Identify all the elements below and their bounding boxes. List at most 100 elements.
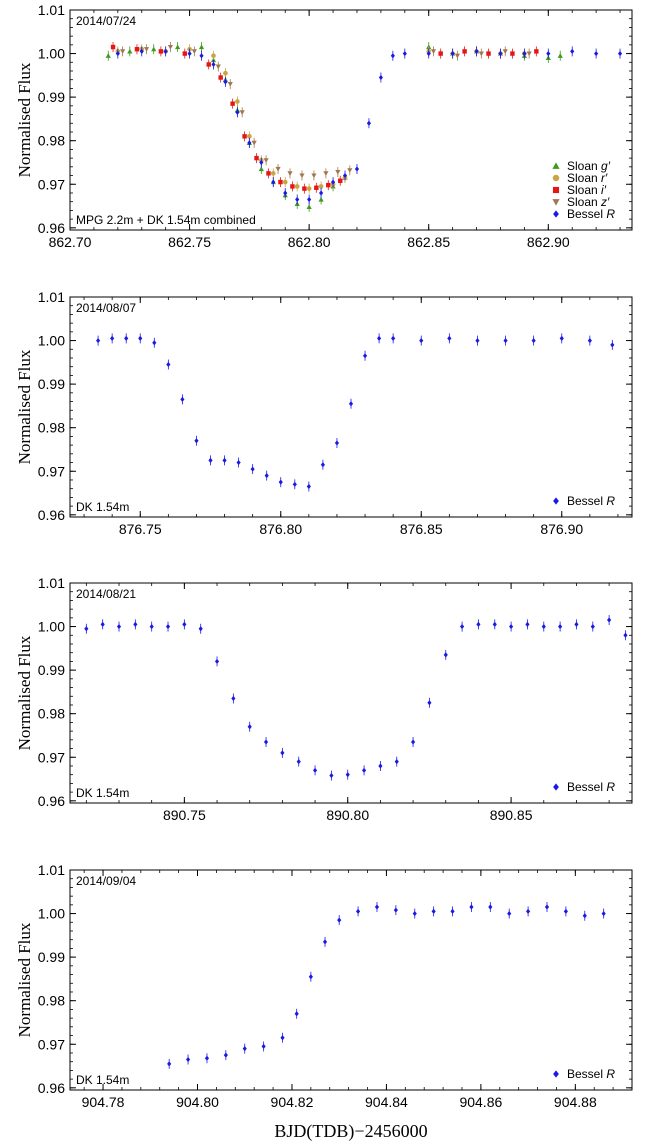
data-point — [390, 53, 395, 59]
legend-label: Sloan i′ — [567, 183, 607, 197]
data-point — [227, 81, 233, 87]
data-point — [335, 169, 341, 175]
data-point — [450, 908, 455, 914]
data-point — [563, 908, 568, 914]
light-curve-panel: 0.96 0.97 0.98 0.99 1.00 1.01 862.70 862.75 862.… — [15, 2, 633, 250]
data-point — [139, 48, 144, 54]
x-tick-label: 890.80 — [326, 807, 369, 823]
x-tick-label: 904.84 — [365, 1094, 408, 1110]
data-point — [278, 479, 283, 485]
panel-date: 2014/09/04 — [76, 874, 136, 888]
data-point — [427, 700, 432, 706]
data-point — [235, 99, 240, 104]
data-point — [194, 438, 199, 444]
y-tick-label: 1.00 — [38, 333, 65, 349]
data-point — [374, 904, 380, 910]
y-tick-label: 0.97 — [38, 463, 65, 479]
legend-label: Bessel R — [567, 494, 615, 508]
data-point — [166, 361, 171, 368]
data-point — [443, 652, 448, 658]
x-tick-label: 890.75 — [163, 807, 206, 823]
x-tick-label: 890.85 — [490, 807, 533, 823]
data-point — [354, 166, 360, 172]
legend-label-filter: g′ — [601, 159, 611, 173]
y-tick-label: 0.98 — [38, 706, 65, 722]
data-point — [438, 51, 443, 56]
data-point — [320, 462, 325, 468]
data-point — [208, 457, 213, 463]
data-point — [314, 185, 319, 190]
y-tick-label: 0.97 — [38, 1036, 65, 1052]
data-point — [187, 50, 192, 57]
data-point — [393, 907, 398, 913]
data-point — [391, 335, 396, 341]
plot-frame — [69, 582, 633, 804]
legend-marker — [553, 783, 559, 791]
data-point — [402, 50, 407, 57]
data-point — [378, 74, 383, 81]
legend-label: Bessel R — [567, 780, 615, 794]
data-point — [557, 53, 563, 58]
data-point — [478, 51, 484, 57]
data-point — [474, 48, 479, 54]
data-point — [143, 47, 150, 52]
legend-label-filter: i′ — [601, 183, 607, 197]
data-point — [163, 48, 168, 54]
x-tick-label: 904.86 — [459, 1094, 502, 1110]
y-tick-label: 0.99 — [38, 662, 65, 678]
data-point — [534, 49, 539, 54]
data-point — [182, 51, 188, 56]
data-point — [287, 171, 293, 176]
data-point — [198, 626, 203, 632]
data-point — [454, 53, 461, 59]
data-point — [377, 335, 382, 341]
data-point — [546, 50, 551, 57]
data-point — [152, 340, 157, 346]
y-tick-label: 1.01 — [38, 862, 65, 878]
data-point — [263, 158, 269, 163]
data-point — [330, 179, 336, 185]
y-tick-label: 1.01 — [38, 289, 65, 305]
data-point — [503, 337, 508, 344]
legend-marker — [553, 210, 559, 218]
data-point — [507, 910, 512, 917]
data-point — [116, 623, 122, 630]
data-point — [601, 910, 606, 917]
data-point — [318, 184, 324, 189]
plot-frame — [69, 9, 633, 231]
data-point — [149, 623, 154, 630]
legend-label: Sloan z′ — [567, 195, 610, 209]
data-point — [510, 51, 515, 56]
plot-frame — [69, 869, 633, 1091]
y-axis-title: Normalised Flux — [15, 62, 34, 177]
data-point — [247, 724, 252, 730]
y-tick-label: 0.96 — [38, 220, 65, 236]
legend-label-filter: R — [606, 207, 615, 221]
data-point — [199, 53, 204, 59]
data-point — [280, 750, 285, 756]
data-point — [558, 623, 563, 630]
data-point — [138, 335, 143, 341]
x-tick-label: 876.80 — [259, 521, 302, 537]
y-tick-label: 0.98 — [38, 993, 65, 1009]
legend-label-filter: R — [606, 494, 615, 508]
y-tick-label: 1.00 — [38, 46, 65, 62]
legend-label-name: Bessel — [567, 207, 606, 221]
data-point — [296, 759, 301, 765]
data-point — [306, 186, 312, 191]
data-point — [271, 179, 276, 185]
data-point — [84, 626, 89, 632]
data-point — [299, 173, 305, 179]
data-point — [570, 48, 575, 54]
y-tick-label: 0.96 — [38, 793, 65, 809]
data-point — [559, 335, 564, 341]
legend-marker — [552, 186, 560, 194]
legend-label-name: Sloan — [567, 159, 601, 173]
data-point — [526, 51, 532, 57]
data-point — [167, 1061, 172, 1067]
legend-label-filter: r′ — [601, 171, 608, 185]
data-point — [345, 772, 350, 778]
data-point — [323, 171, 329, 176]
data-point — [447, 335, 452, 341]
